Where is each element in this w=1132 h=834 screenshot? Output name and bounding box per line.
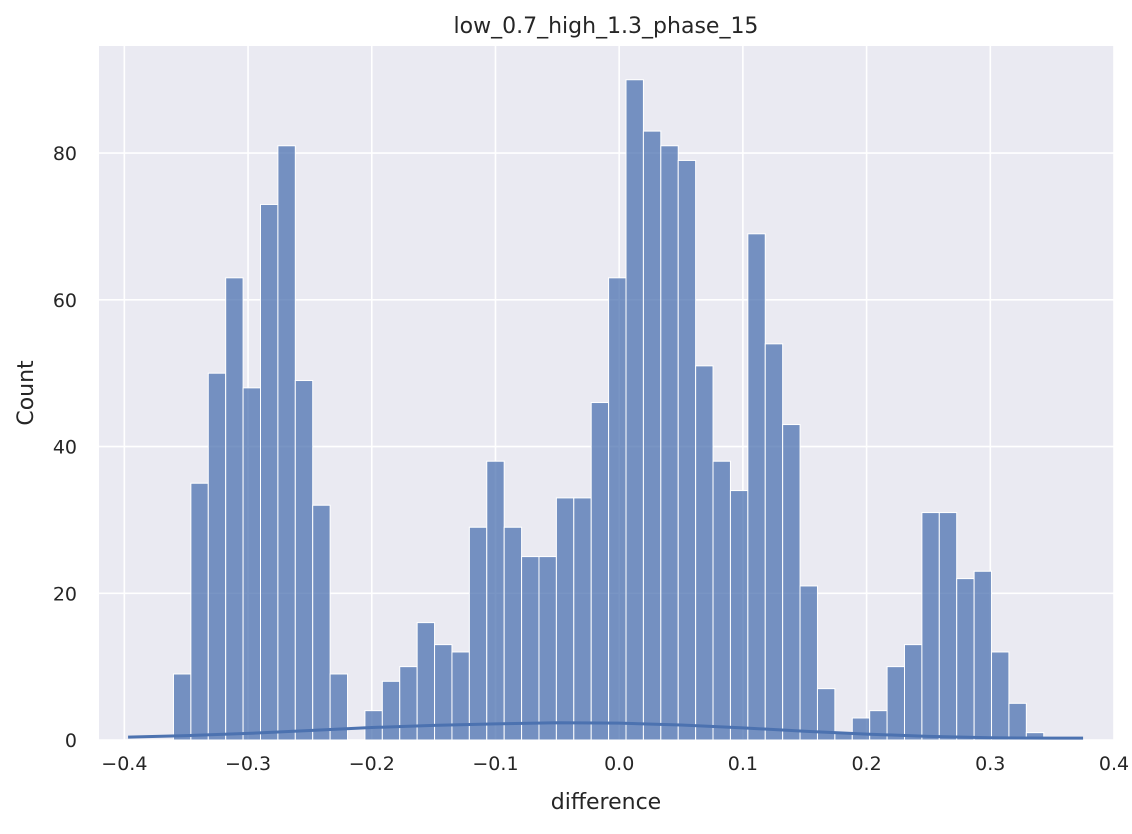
histogram-bar xyxy=(991,651,1010,741)
histogram-bar xyxy=(712,460,731,741)
histogram-bar xyxy=(555,497,575,741)
histogram-bar xyxy=(312,504,331,741)
x-axis-label: difference xyxy=(551,790,661,815)
histogram-bar xyxy=(451,651,470,741)
histogram-bar xyxy=(660,145,679,741)
histogram-bar xyxy=(590,402,610,741)
histogram-bar xyxy=(747,233,766,741)
histogram-bar xyxy=(381,680,401,741)
histogram-bar xyxy=(573,497,592,741)
histogram-bar xyxy=(172,673,192,741)
histogram-bar xyxy=(642,130,662,741)
histogram-bar xyxy=(938,512,958,741)
y-tick-label: 0 xyxy=(65,730,77,752)
histogram-bar xyxy=(608,277,627,741)
y-axis-ticks: 0 20 40 60 80 xyxy=(53,143,77,752)
histogram-bar xyxy=(851,717,871,741)
histogram-bar xyxy=(973,570,993,741)
y-tick-label: 60 xyxy=(53,290,77,312)
histogram-bar xyxy=(259,203,279,741)
histogram-bar xyxy=(695,365,714,741)
x-tick-label: −0.3 xyxy=(225,753,271,775)
histogram-bar xyxy=(1025,732,1045,741)
x-tick-label: 0.1 xyxy=(728,753,758,775)
histogram-bar xyxy=(521,556,540,741)
histogram-bar xyxy=(903,644,923,741)
y-tick-label: 40 xyxy=(53,437,77,459)
histogram-bar xyxy=(1008,702,1027,741)
histogram-bar xyxy=(416,622,436,741)
chart-title: low_0.7_high_1.3_phase_15 xyxy=(454,14,759,39)
histogram-bar xyxy=(242,387,261,741)
histogram-bar xyxy=(294,380,314,741)
x-tick-label: −0.4 xyxy=(101,753,147,775)
histogram-bar xyxy=(625,79,644,741)
x-tick-label: 0.2 xyxy=(851,753,881,775)
x-tick-label: 0.3 xyxy=(975,753,1005,775)
histogram-bar xyxy=(225,277,244,741)
histogram-bars xyxy=(172,79,1045,741)
histogram-bar xyxy=(956,578,975,741)
histogram-bar xyxy=(190,482,209,741)
histogram-bar xyxy=(399,666,418,741)
x-tick-label: 0.0 xyxy=(604,753,634,775)
y-axis-label: Count xyxy=(14,360,39,426)
histogram-bar xyxy=(816,688,836,741)
x-tick-label: −0.2 xyxy=(349,753,395,775)
x-tick-label: 0.4 xyxy=(1099,753,1129,775)
histogram-bar xyxy=(799,585,818,741)
kde-curve xyxy=(128,721,1084,740)
x-axis-ticks: −0.4 −0.3 −0.2 −0.1 0.0 0.1 0.2 0.3 0.4 xyxy=(101,753,1129,775)
histogram-bar xyxy=(364,710,383,741)
histogram-bar xyxy=(677,159,697,741)
histogram-bar xyxy=(782,424,801,741)
histogram-bar xyxy=(329,673,349,741)
histogram-bar xyxy=(503,526,523,741)
histogram-bar xyxy=(207,372,227,741)
y-tick-label: 20 xyxy=(53,583,77,605)
histogram-bar xyxy=(538,556,557,741)
histogram-bar xyxy=(277,145,296,741)
histogram-bar xyxy=(729,490,749,741)
histogram-bar xyxy=(486,460,505,741)
histogram-bar xyxy=(921,512,940,741)
histogram-bar xyxy=(764,343,784,741)
y-tick-label: 80 xyxy=(53,143,77,165)
x-tick-label: −0.1 xyxy=(472,753,518,775)
histogram-bar xyxy=(468,526,488,741)
histogram-bar xyxy=(886,666,905,741)
